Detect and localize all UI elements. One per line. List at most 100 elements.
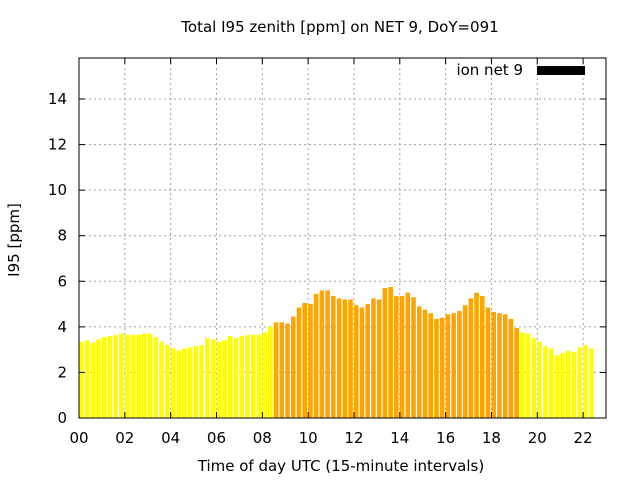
x-tick-label: 04 [161, 429, 180, 447]
plot-frame [78, 57, 607, 419]
bar [376, 299, 382, 418]
bar [147, 333, 153, 418]
x-tick-label: 02 [115, 429, 134, 447]
bar [371, 298, 376, 418]
bar [479, 296, 485, 418]
bar [359, 307, 365, 418]
bar [537, 341, 542, 418]
bar [399, 296, 405, 418]
x-tick-label: 06 [207, 429, 226, 447]
bar [84, 340, 90, 418]
bar [542, 346, 548, 418]
bar [153, 337, 159, 418]
x-tick-label: 20 [528, 429, 547, 447]
bar [233, 338, 239, 418]
bar [216, 341, 222, 418]
bar [485, 307, 491, 418]
bar [348, 299, 353, 418]
bar [331, 296, 336, 418]
bar [531, 338, 537, 418]
bar [250, 334, 256, 418]
bar [268, 326, 273, 418]
bar [388, 286, 393, 418]
bar [394, 296, 399, 418]
x-tick-label: 08 [253, 429, 272, 447]
bar [193, 346, 199, 418]
y-tick-label: 14 [48, 90, 67, 108]
x-tick-label: 16 [436, 429, 455, 447]
bar [124, 334, 130, 418]
x-tick-label: 12 [344, 429, 363, 447]
bar [434, 318, 439, 418]
bar [583, 345, 588, 418]
bar [273, 322, 279, 418]
bar [101, 337, 107, 418]
bar [411, 297, 416, 418]
bar [514, 328, 519, 418]
bar [279, 322, 285, 418]
bar [239, 335, 244, 418]
bar [113, 334, 118, 418]
bar [525, 333, 531, 418]
y-tick-label: 4 [57, 318, 67, 336]
bar [90, 342, 96, 418]
bar [502, 314, 508, 418]
ticks [78, 58, 606, 419]
bar [422, 309, 428, 418]
bar [520, 332, 525, 418]
bar [79, 341, 84, 418]
bar [468, 298, 474, 418]
bar [285, 323, 290, 418]
bar [107, 335, 113, 418]
bar [554, 355, 560, 418]
bar [497, 313, 502, 418]
bar [416, 306, 422, 418]
bar [342, 299, 348, 418]
bar [474, 292, 479, 418]
bar [227, 335, 233, 418]
bar [222, 340, 227, 418]
bar [353, 305, 359, 418]
legend-label: ion net 9 [456, 61, 523, 79]
x-tick-label: 14 [390, 429, 409, 447]
bar [571, 351, 577, 418]
bar [290, 316, 296, 418]
bar [210, 339, 216, 418]
x-tick-label: 18 [482, 429, 501, 447]
x-tick-label: 00 [69, 429, 88, 447]
bar [199, 345, 204, 418]
bar [445, 314, 451, 418]
bar [187, 347, 193, 418]
bar [325, 290, 330, 418]
bars [79, 286, 594, 418]
x-tick-label: 10 [299, 429, 318, 447]
bar [560, 353, 565, 418]
bar [577, 347, 582, 418]
bar [462, 305, 468, 418]
bar [565, 350, 571, 418]
bar [313, 293, 319, 418]
bar [319, 290, 325, 418]
bar [382, 288, 388, 418]
bar [451, 313, 456, 418]
bar [548, 348, 554, 418]
x-tick-label: 22 [574, 429, 593, 447]
bar [365, 304, 370, 418]
bar [491, 312, 497, 418]
bar [130, 334, 136, 418]
bar [302, 302, 307, 418]
y-tick-label: 2 [57, 363, 67, 381]
bar [164, 345, 170, 418]
bar [588, 348, 594, 418]
bar [262, 332, 267, 418]
bar [136, 334, 141, 418]
bar [428, 313, 433, 418]
y-axis-label: I95 [ppm] [5, 203, 23, 277]
chart-title: Total I95 zenith [ppm] on NET 9, DoY=091 [180, 18, 498, 36]
bar [296, 307, 302, 418]
bar [336, 298, 342, 418]
x-axis-label: Time of day UTC (15-minute intervals) [197, 457, 484, 475]
legend: ion net 9 [456, 61, 585, 79]
